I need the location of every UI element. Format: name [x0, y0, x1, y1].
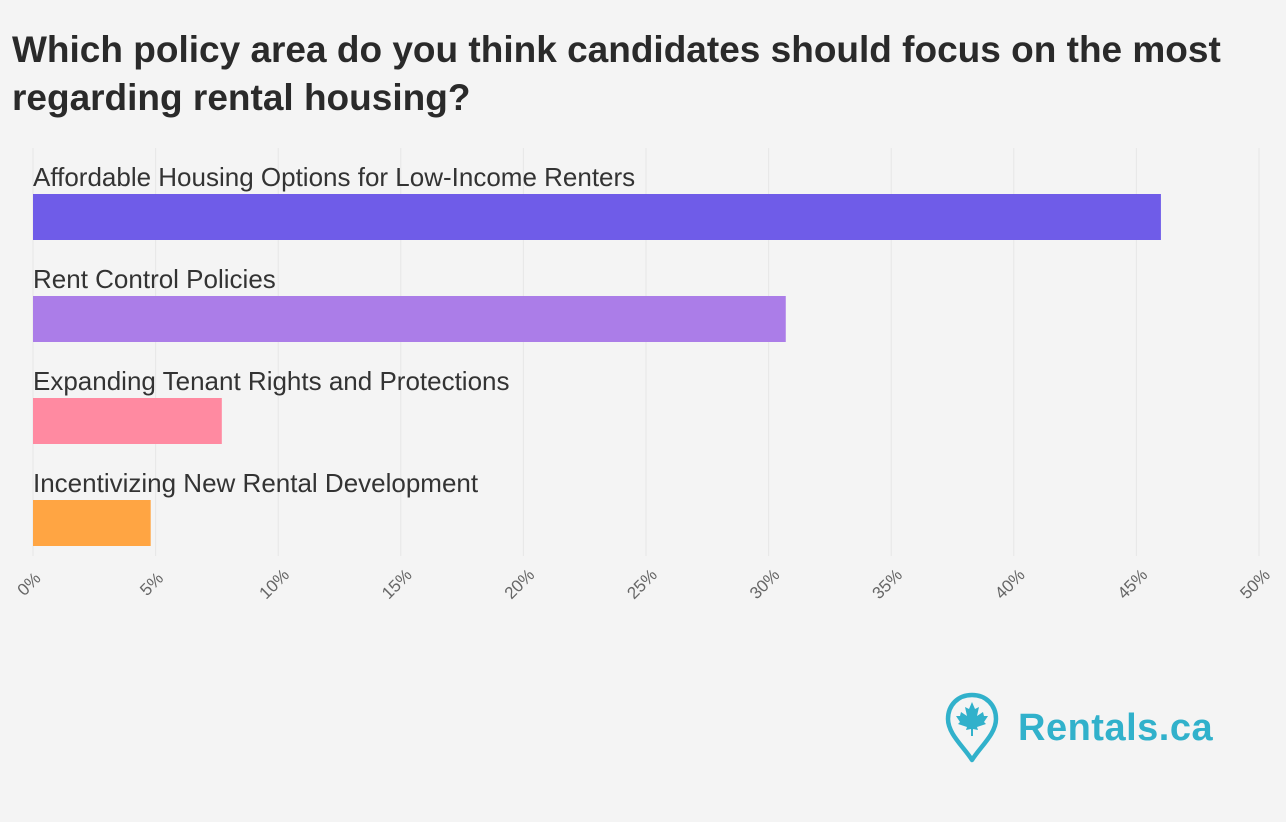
x-tick-label: 25%	[623, 565, 660, 602]
rentals-ca-logo: Rentals.ca	[944, 692, 1213, 764]
bar	[33, 194, 1161, 240]
chart-title: Which policy area do you think candidate…	[12, 29, 1221, 118]
x-tick-label: 10%	[256, 565, 293, 602]
bar-category-label: Affordable Housing Options for Low-Incom…	[33, 162, 635, 192]
logo-text: Rentals.ca	[1018, 706, 1214, 749]
bar	[33, 398, 222, 444]
x-tick-label: 40%	[991, 565, 1028, 602]
x-tick-label: 5%	[136, 569, 167, 600]
bar-category-label: Expanding Tenant Rights and Protections	[33, 366, 510, 396]
x-tick-label: 0%	[14, 569, 45, 600]
bar	[33, 500, 151, 546]
bar-chart: 0% 5% 10% 15% 20% 25% 30% 35% 40% 45% 50% Affordabl…	[14, 148, 1274, 603]
map-pin-maple-leaf-icon	[945, 692, 999, 763]
x-tick-label: 45%	[1114, 565, 1151, 602]
x-tick-label: 30%	[746, 565, 783, 602]
bar-category-label: Incentivizing New Rental Development	[33, 468, 479, 498]
x-tick-label: 50%	[1236, 565, 1273, 602]
bar-category-label: Rent Control Policies	[33, 264, 276, 294]
x-tick-label: 20%	[501, 565, 538, 602]
bar	[33, 296, 786, 342]
x-tick-label: 35%	[869, 565, 906, 602]
x-tick-label: 15%	[378, 565, 415, 602]
